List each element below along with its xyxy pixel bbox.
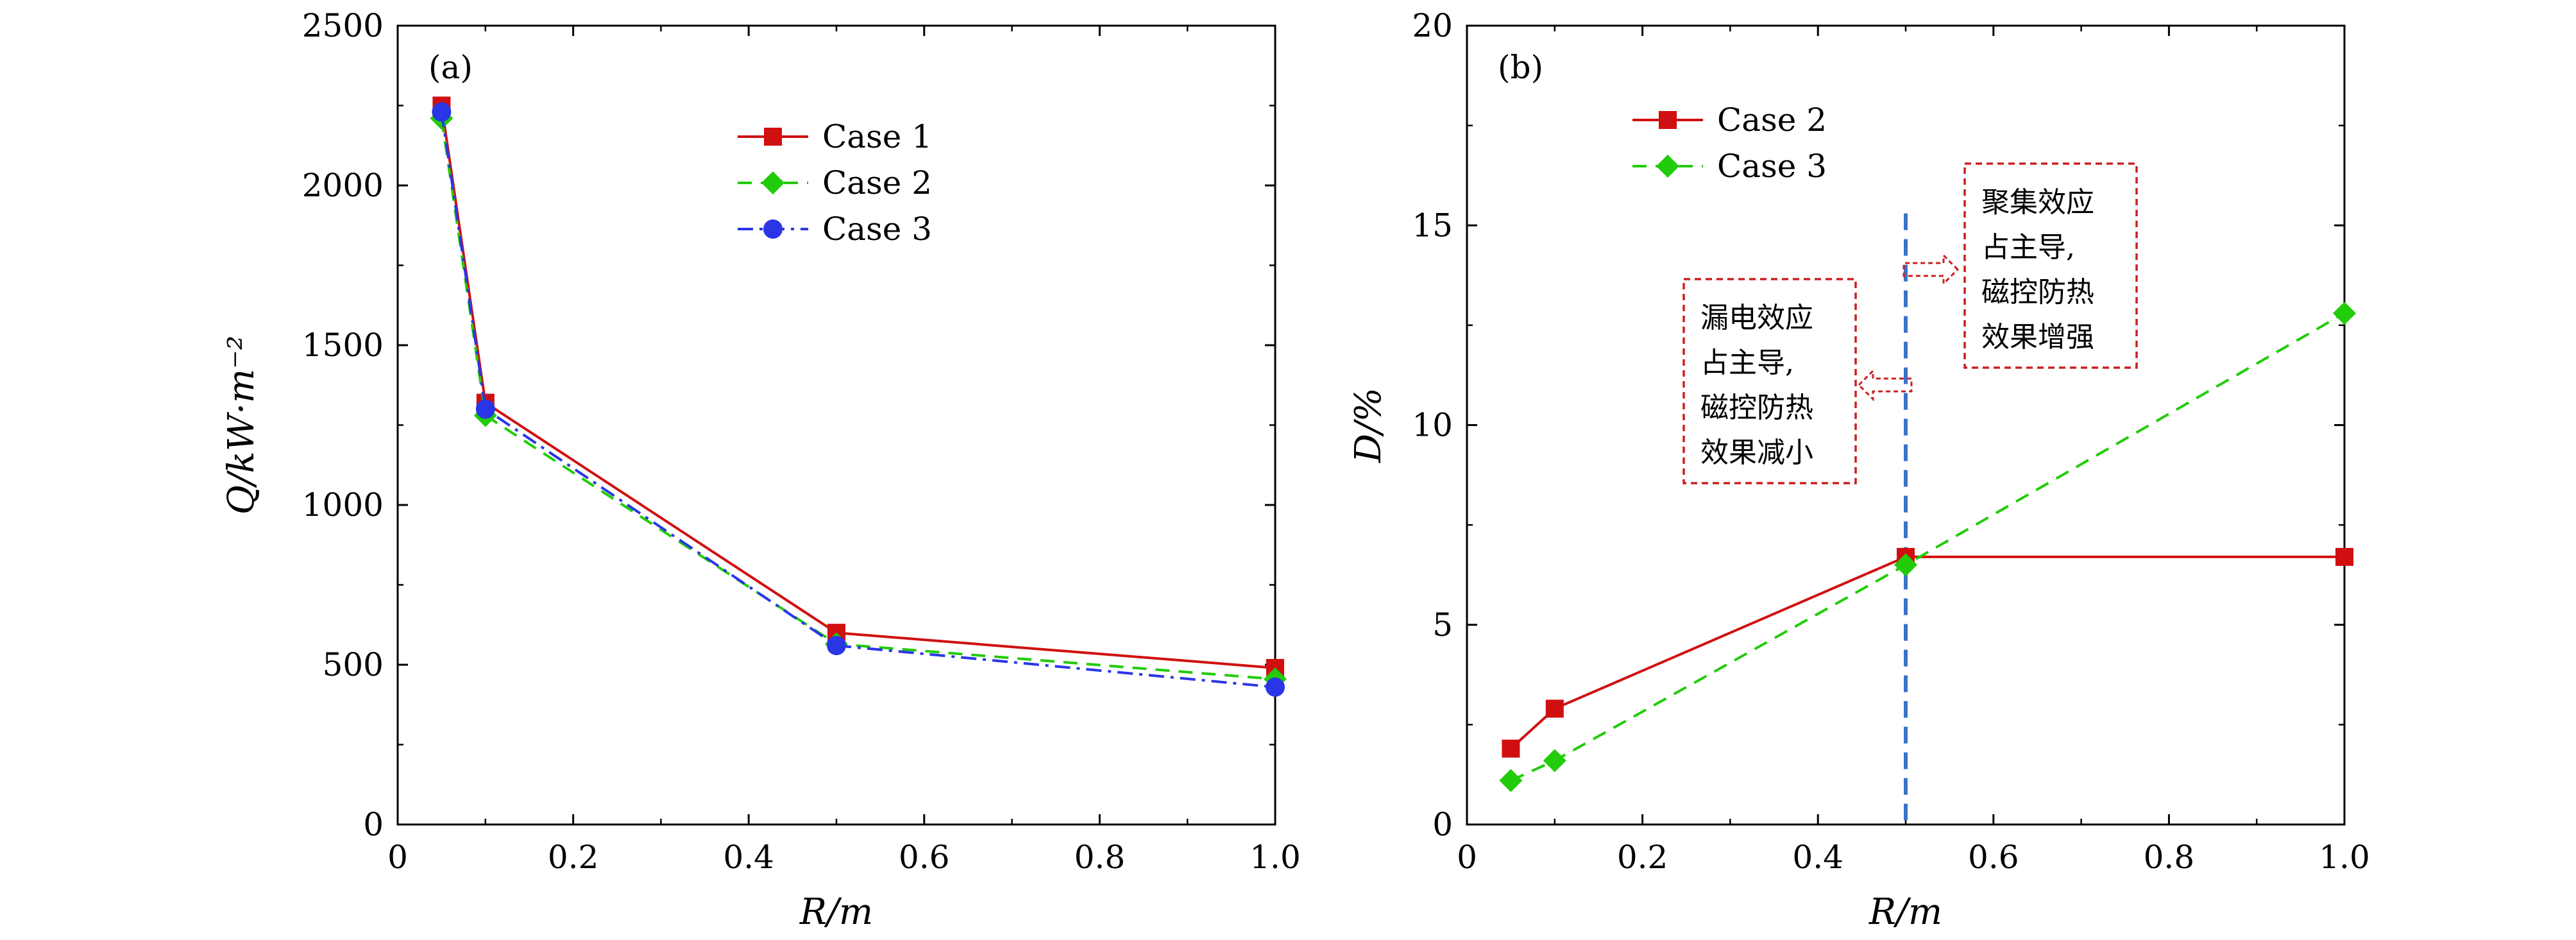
y-tick-label: 2000 bbox=[302, 167, 384, 204]
data-point-case-3 bbox=[1266, 677, 1285, 697]
annotation-arrow bbox=[1857, 368, 1913, 402]
legend-marker bbox=[763, 219, 783, 239]
x-tick-label: 0.2 bbox=[548, 839, 599, 876]
x-axis-label: R/m bbox=[1868, 891, 1942, 933]
panel-label: (b) bbox=[1498, 49, 1543, 86]
series-line-case-3 bbox=[1510, 312, 2345, 782]
y-tick-label: 15 bbox=[1412, 207, 1453, 244]
series-line-case-3 bbox=[440, 112, 1276, 688]
x-tick-label: 1.0 bbox=[2319, 839, 2370, 876]
series-line-case-2 bbox=[440, 118, 1276, 681]
x-tick-label: 0.8 bbox=[1074, 839, 1126, 876]
y-tick-label: 5 bbox=[1432, 606, 1453, 644]
annotation-arrow bbox=[1902, 253, 1960, 286]
annotation-text: 聚集效应 bbox=[1981, 186, 2094, 219]
series-line-case-2 bbox=[1510, 555, 2344, 750]
y-tick-label: 1500 bbox=[302, 327, 384, 364]
y-tick-label: 0 bbox=[1432, 806, 1453, 843]
data-point-case-3 bbox=[432, 102, 452, 122]
annotation-text: 占主导, bbox=[1981, 231, 2075, 264]
legend-marker bbox=[761, 171, 784, 194]
annotation-text: 磁控防热 bbox=[1700, 391, 1813, 424]
y-axis-label: D/% bbox=[1348, 388, 1389, 463]
x-tick-label: 0.4 bbox=[723, 839, 774, 876]
data-point-case-3 bbox=[1894, 553, 1917, 577]
y-tick-label: 20 bbox=[1412, 7, 1453, 44]
series-line-case-1 bbox=[440, 105, 1276, 669]
legend-label: Case 1 bbox=[822, 118, 932, 155]
x-tick-label: 0.2 bbox=[1617, 839, 1668, 876]
data-point-case-2 bbox=[2335, 547, 2353, 566]
annotation-text: 漏电效应 bbox=[1700, 302, 1813, 334]
x-tick-label: 0.6 bbox=[899, 839, 950, 876]
annotation-text: 占主导, bbox=[1700, 346, 1794, 379]
annotation-border bbox=[1963, 162, 2138, 369]
annotation-text: 效果增强 bbox=[1981, 321, 2094, 354]
annotation-text: 磁控防热 bbox=[1981, 276, 2094, 309]
y-tick-label: 500 bbox=[323, 646, 384, 683]
x-tick-label: 0 bbox=[387, 839, 408, 876]
chart-panel-b: 0 0.2 0.4 0.6 0.8 1.0 0 5 10 15 20 R/m D/% (b) Case 2 C… bbox=[1348, 7, 2370, 933]
x-tick-label: 0 bbox=[1457, 839, 1477, 876]
legend-label: Case 2 bbox=[822, 164, 932, 201]
legend-marker bbox=[1659, 111, 1677, 129]
y-tick-label: 10 bbox=[1412, 407, 1453, 444]
legend-label: Case 3 bbox=[822, 210, 932, 248]
y-tick-label: 2500 bbox=[302, 7, 384, 44]
legend-marker bbox=[1656, 155, 1679, 178]
data-point-case-3 bbox=[2333, 302, 2356, 325]
data-point-case-3 bbox=[475, 399, 495, 419]
chart-panel-a: 0 0.2 0.4 0.6 0.8 1.0 0 500 1000 1500 2000 2500 R/m Q… bbox=[221, 7, 1301, 933]
x-axis-label: R/m bbox=[799, 891, 873, 933]
x-tick-label: 0.4 bbox=[1792, 839, 1843, 876]
panel-label: (a) bbox=[428, 49, 473, 86]
data-point-case-3 bbox=[1543, 749, 1566, 773]
data-point-case-3 bbox=[827, 636, 846, 656]
data-point-case-3 bbox=[1499, 769, 1523, 792]
y-tick-label: 1000 bbox=[302, 486, 384, 524]
x-tick-label: 0.8 bbox=[2144, 839, 2195, 876]
x-tick-label: 0.6 bbox=[1968, 839, 2019, 876]
data-point-case-2 bbox=[1545, 699, 1564, 718]
y-tick-label: 0 bbox=[363, 806, 384, 843]
data-point-case-2 bbox=[1502, 739, 1520, 758]
legend-label: Case 2 bbox=[1717, 101, 1827, 139]
x-tick-label: 1.0 bbox=[1250, 839, 1301, 876]
legend-label: Case 3 bbox=[1717, 148, 1827, 185]
legend-marker bbox=[764, 128, 782, 146]
annotation-border bbox=[1682, 278, 1857, 484]
annotation-text: 效果减小 bbox=[1700, 436, 1813, 469]
y-axis-label: Q/kW·m⁻² bbox=[221, 336, 262, 515]
